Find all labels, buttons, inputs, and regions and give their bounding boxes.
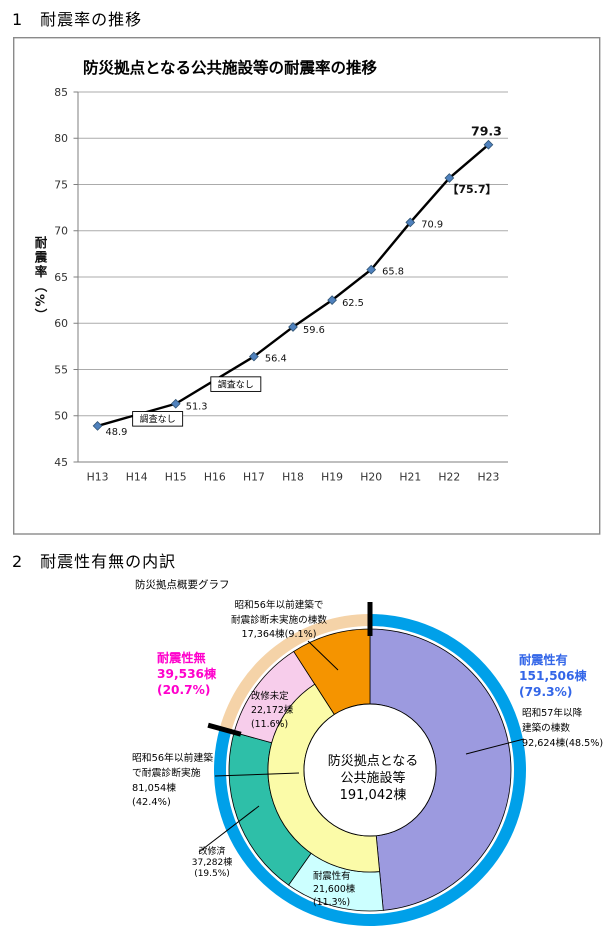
- annotation-text: 調査なし: [140, 413, 176, 425]
- annotation-box: [210, 376, 262, 392]
- x-tick-label: H14: [126, 471, 148, 484]
- chart-title: 防災拠点となる公共施設等の耐震率の推移: [83, 58, 378, 77]
- y-tick-label: 80: [54, 132, 68, 145]
- donut-chart: [198, 602, 526, 926]
- annotation-box: [132, 411, 184, 427]
- leader-line: [307, 640, 339, 671]
- y-tick-label: 45: [54, 456, 68, 469]
- data-point-label: 51.3: [186, 402, 208, 413]
- x-tick-label: H19: [321, 471, 343, 484]
- chart-frame: [12, 37, 601, 535]
- leader-line: [198, 805, 260, 853]
- donut-subtitle: 防災拠点概要グラフ: [135, 579, 230, 591]
- x-tick-label: H15: [165, 471, 187, 484]
- data-point-label: 59.6: [303, 325, 325, 336]
- data-point-label: 79.3: [471, 124, 502, 139]
- data-point-label: 62.5: [342, 298, 364, 309]
- center-hole: [303, 703, 437, 837]
- data-point-marker: [288, 322, 298, 332]
- y-tick-label: 65: [54, 271, 68, 284]
- line-chart: 防災拠点となる公共施設等の耐震率の推移 45 50 55 60 65 70 75 80 85 耐震率…: [12, 37, 601, 535]
- y-tick-label: 55: [54, 363, 68, 376]
- y-tick-label: 60: [54, 317, 68, 330]
- data-point-label: 56.4: [265, 354, 287, 365]
- data-point-marker: [366, 264, 377, 275]
- x-tick-label: H23: [478, 471, 500, 484]
- data-point-marker: [483, 139, 494, 150]
- donut-label-retrofit-undecided: 改修未定 22,172棟 (11.6%): [251, 691, 294, 730]
- data-point-marker: [170, 398, 181, 409]
- data-point-marker: [444, 173, 455, 183]
- x-tick-label: H20: [360, 471, 382, 484]
- donut-label-not-diagnosed: 昭和56年以前建築で 耐震診断未実施の棟数 17,364棟(9.1%): [231, 600, 327, 641]
- data-point-label: 【75.7】: [447, 183, 496, 196]
- donut-label-retrofit-done: 改修済 37,282棟 (19.5%): [191, 847, 233, 879]
- donut-center-label: 防災拠点となる 公共施設等 191,042棟: [327, 754, 419, 803]
- donut-label-seismic-resistant-total: 耐震性有 151,506棟 (79.3%): [519, 653, 587, 699]
- x-tick-label: H13: [87, 471, 109, 484]
- data-point-marker: [405, 217, 416, 228]
- boundary-tick: [207, 722, 242, 737]
- data-point-label: 65.8: [382, 267, 404, 278]
- donut-label-diagnosed-before-s56: 昭和56年以前建築 で耐震診断実施 81,054棟 (42.4%): [132, 753, 214, 809]
- outer-band-not-resistant: [219, 614, 370, 732]
- y-tick-label: 75: [54, 178, 68, 191]
- section1-heading: 1 耐震率の推移: [12, 10, 143, 29]
- donut-label-built-after-s57: 昭和57年以降 建築の棟数 92,624棟(48.5%): [522, 708, 604, 749]
- x-tick-label: H21: [399, 471, 421, 484]
- data-point-marker: [249, 351, 259, 362]
- donut-label-not-seismic-resistant-total: 耐震性無 39,536棟 (20.7%): [157, 651, 217, 697]
- data-point-marker: [327, 295, 337, 305]
- y-tick-label: 70: [54, 225, 68, 238]
- data-point-marker: [92, 421, 103, 431]
- y-tick-label: 50: [54, 410, 68, 423]
- y-axis-title: 耐震率（%）: [33, 235, 48, 323]
- x-tick-label: H16: [204, 471, 226, 484]
- section2-heading: 2 耐震性有無の内訳: [12, 552, 177, 571]
- x-tick-label: H22: [438, 471, 460, 484]
- x-tick-label: H18: [282, 471, 304, 484]
- data-point-label: 70.9: [421, 219, 443, 230]
- donut-label-seismic-resistant-diagnosed: 耐震性有 21,600棟 (11.3%): [313, 871, 356, 908]
- y-tick-label: 85: [54, 86, 68, 99]
- data-point-label: 48.9: [106, 427, 128, 438]
- annotation-text: 調査なし: [218, 379, 254, 391]
- x-tick-label: H17: [243, 471, 265, 484]
- leader-line: [465, 738, 525, 755]
- leader-line: [214, 772, 300, 777]
